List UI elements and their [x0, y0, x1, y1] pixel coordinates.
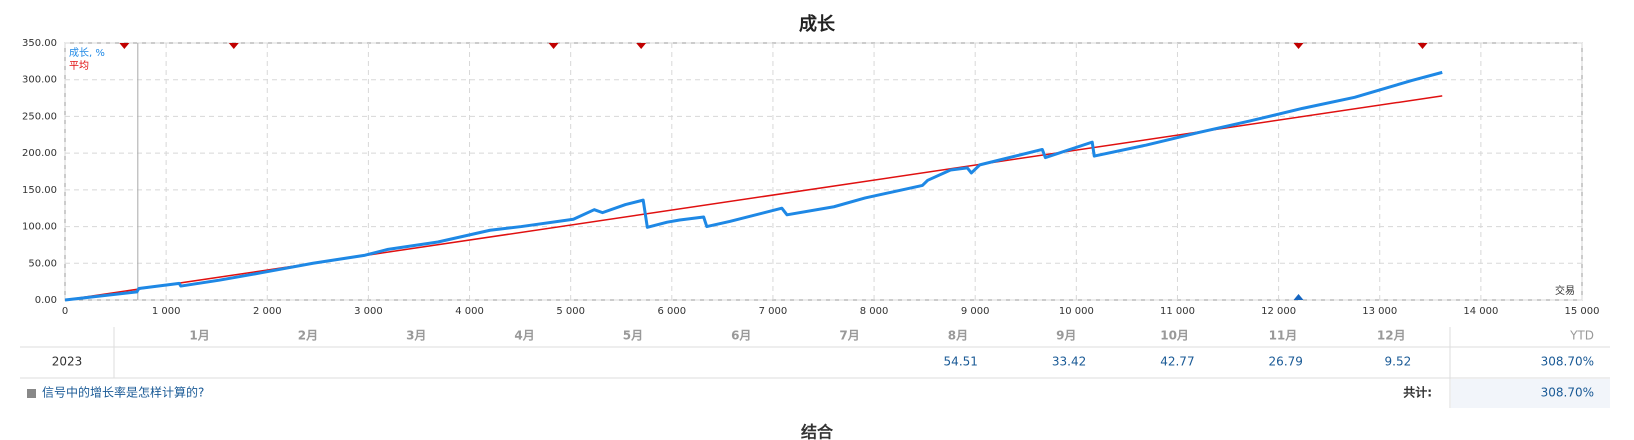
y-tick-label: 200.00 [22, 148, 57, 159]
month-header: 9月 [1056, 329, 1076, 343]
x-tick-label: 14 000 [1463, 306, 1498, 317]
month-value: 33.42 [1052, 355, 1086, 369]
month-header: 1月 [189, 329, 209, 343]
total-value: 308.70% [1541, 386, 1594, 400]
deal-marker [548, 43, 559, 49]
y-tick-label: 150.00 [22, 185, 57, 196]
help-link[interactable]: 信号中的增长率是怎样计算的? [42, 385, 204, 400]
month-header: 5月 [623, 329, 643, 343]
x-tick-label: 13 000 [1362, 306, 1397, 317]
month-header: 3月 [406, 329, 426, 343]
month-header: 10月 [1160, 329, 1189, 343]
x-tick-label: 3 000 [354, 306, 383, 317]
ytd-value: 308.70% [1541, 355, 1594, 369]
month-value: 42.77 [1160, 355, 1194, 369]
deal-marker [636, 43, 647, 49]
y-tick-label: 50.00 [28, 258, 57, 269]
chart-title: 成长 [799, 13, 836, 35]
x-tick-label: 6 000 [657, 306, 686, 317]
month-header: 11月 [1269, 329, 1298, 343]
plot-frame [64, 42, 1583, 301]
month-header: 12月 [1377, 329, 1406, 343]
year-label: 2023 [52, 355, 83, 369]
y-tick-label: 350.00 [22, 38, 57, 49]
deal-marker [1293, 294, 1304, 300]
deal-marker [1417, 43, 1428, 49]
month-value: 26.79 [1269, 355, 1303, 369]
next-section-title: 结合 [800, 423, 834, 440]
deal-marker [119, 43, 130, 49]
total-label: 共计: [1403, 385, 1432, 400]
x-tick-label: 2 000 [253, 306, 282, 317]
month-header: 2月 [298, 329, 318, 343]
legend-entry: 平均 [69, 60, 89, 72]
x-tick-label: 4 000 [455, 306, 484, 317]
help-icon [27, 389, 36, 398]
x-tick-label: 12 000 [1261, 306, 1296, 317]
y-tick-label: 0.00 [35, 295, 57, 306]
y-tick-label: 100.00 [22, 222, 57, 233]
legend-entry: 成长, % [69, 47, 105, 59]
x-tick-label: 10 000 [1059, 306, 1094, 317]
month-header: 7月 [839, 329, 859, 343]
month-header: 4月 [514, 329, 534, 343]
month-header: 8月 [948, 329, 968, 343]
x-tick-label: 7 000 [759, 306, 788, 317]
deal-marker [1293, 43, 1304, 49]
deal-marker [228, 43, 239, 49]
x-tick-label: 1 000 [152, 306, 181, 317]
month-value: 54.51 [944, 355, 978, 369]
month-value: 9.52 [1385, 355, 1412, 369]
x-tick-label: 15 000 [1565, 306, 1600, 317]
month-header: 6月 [731, 329, 751, 343]
x-tick-label: 11 000 [1160, 306, 1195, 317]
y-tick-label: 250.00 [22, 111, 57, 122]
series-line [64, 70, 1443, 302]
x-tick-label: 8 000 [860, 306, 889, 317]
x-tick-label: 9 000 [961, 306, 990, 317]
total-cell [1451, 379, 1610, 408]
x-tick-label: 5 000 [556, 306, 585, 317]
x-axis-label: 交易 [1555, 284, 1575, 297]
y-tick-label: 300.00 [22, 75, 57, 86]
ytd-header: YTD [1569, 329, 1594, 343]
x-tick-label: 0 [62, 306, 68, 317]
